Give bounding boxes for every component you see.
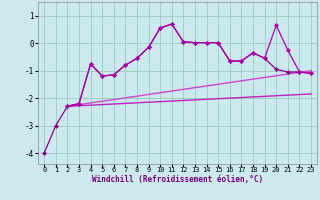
- X-axis label: Windchill (Refroidissement éolien,°C): Windchill (Refroidissement éolien,°C): [92, 175, 263, 184]
